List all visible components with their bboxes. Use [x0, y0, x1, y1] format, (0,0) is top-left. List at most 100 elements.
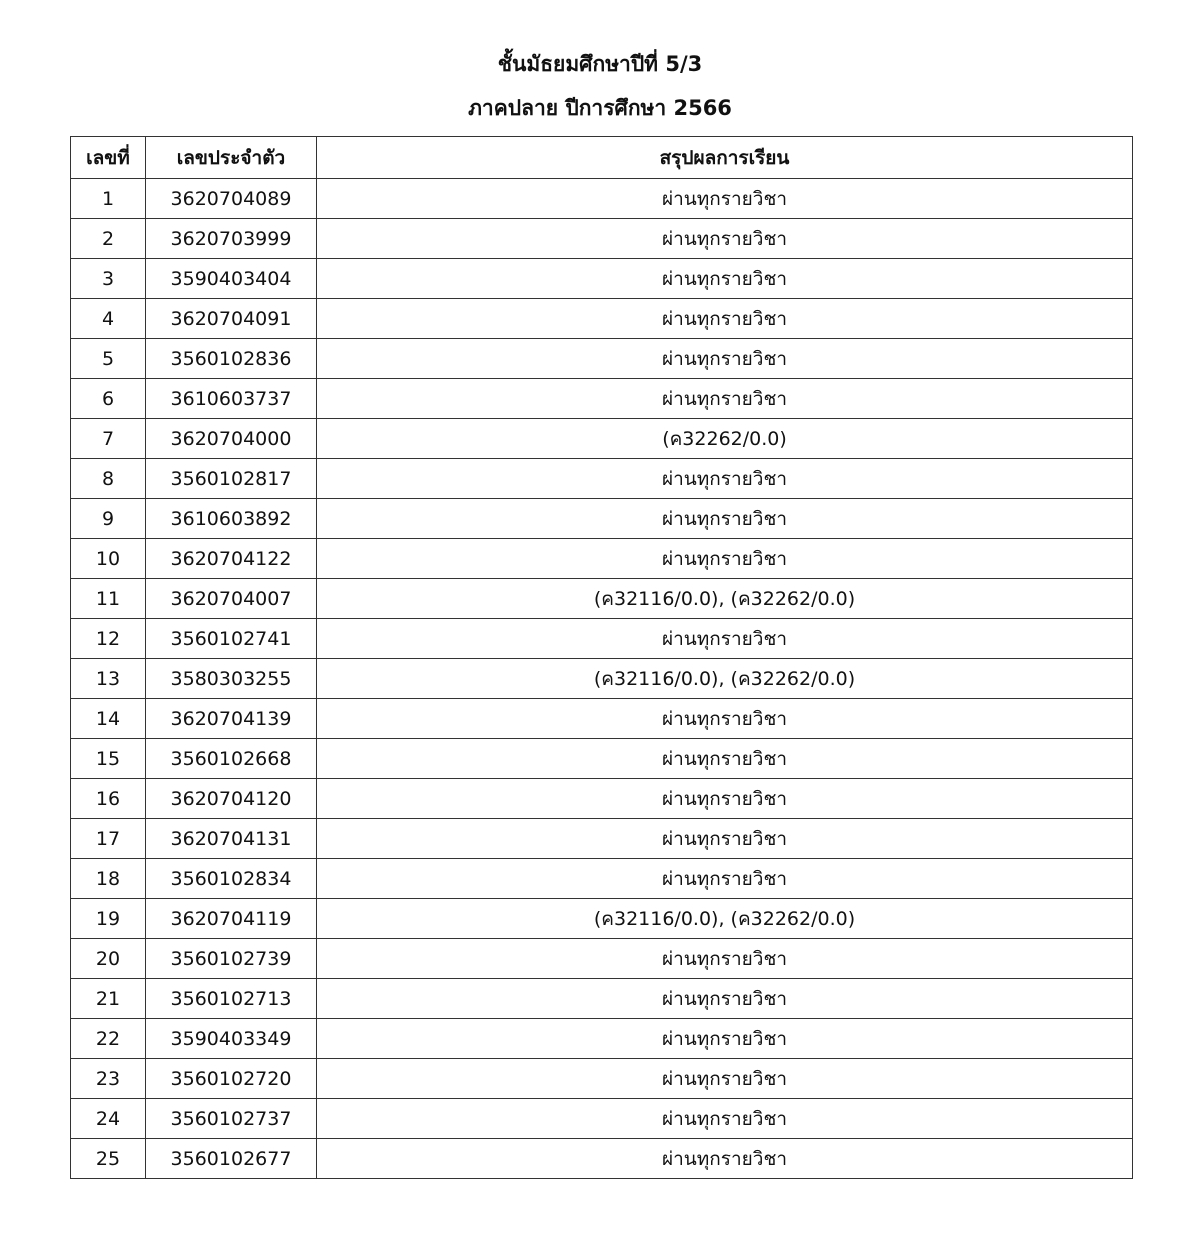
student-id: 3620704119	[145, 898, 317, 939]
table-row: 9 3610603892 ผ่านทุกรายวิชา	[70, 498, 1133, 539]
student-id: 3620704007	[145, 578, 317, 619]
result-summary: ผ่านทุกรายวิชา	[316, 618, 1133, 659]
result-summary: ผ่านทุกรายวิชา	[316, 1138, 1133, 1179]
result-summary: ผ่านทุกรายวิชา	[316, 938, 1133, 979]
row-number: 11	[70, 578, 146, 619]
row-number: 9	[70, 498, 146, 539]
student-id: 3620704122	[145, 538, 317, 579]
student-id: 3620703999	[145, 218, 317, 259]
row-number: 24	[70, 1098, 146, 1139]
student-id: 3620704091	[145, 298, 317, 339]
table-row: 24 3560102737 ผ่านทุกรายวิชา	[70, 1098, 1133, 1139]
student-id: 3610603892	[145, 498, 317, 539]
header-student-id: เลขประจำตัว	[145, 136, 317, 179]
result-summary: (ค32262/0.0)	[316, 418, 1133, 459]
table-row: 10 3620704122 ผ่านทุกรายวิชา	[70, 538, 1133, 579]
result-summary: ผ่านทุกรายวิชา	[316, 538, 1133, 579]
table-row: 16 3620704120 ผ่านทุกรายวิชา	[70, 778, 1133, 819]
result-summary: ผ่านทุกรายวิชา	[316, 818, 1133, 859]
result-summary: ผ่านทุกรายวิชา	[316, 698, 1133, 739]
table-row: 22 3590403349 ผ่านทุกรายวิชา	[70, 1018, 1133, 1059]
table-row: 21 3560102713 ผ่านทุกรายวิชา	[70, 978, 1133, 1019]
result-summary: ผ่านทุกรายวิชา	[316, 218, 1133, 259]
row-number: 7	[70, 418, 146, 459]
result-summary: ผ่านทุกรายวิชา	[316, 978, 1133, 1019]
row-number: 19	[70, 898, 146, 939]
table-row: 20 3560102739 ผ่านทุกรายวิชา	[70, 938, 1133, 979]
result-summary: ผ่านทุกรายวิชา	[316, 458, 1133, 499]
student-id: 3560102836	[145, 338, 317, 379]
student-id: 3620704139	[145, 698, 317, 739]
table-row: 19 3620704119 (ค32116/0.0), (ค32262/0.0)	[70, 898, 1133, 939]
student-id: 3560102668	[145, 738, 317, 779]
student-id: 3610603737	[145, 378, 317, 419]
student-id: 3560102737	[145, 1098, 317, 1139]
result-summary: ผ่านทุกรายวิชา	[316, 858, 1133, 899]
row-number: 25	[70, 1138, 146, 1179]
row-number: 13	[70, 658, 146, 699]
table-row: 8 3560102817 ผ่านทุกรายวิชา	[70, 458, 1133, 499]
row-number: 20	[70, 938, 146, 979]
student-id: 3560102713	[145, 978, 317, 1019]
results-table: เลขที่ เลขประจำตัว สรุปผลการเรียน 1 36207…	[70, 136, 1133, 1179]
student-id: 3620704120	[145, 778, 317, 819]
result-summary: ผ่านทุกรายวิชา	[316, 498, 1133, 539]
table-row: 23 3560102720 ผ่านทุกรายวิชา	[70, 1058, 1133, 1099]
row-number: 6	[70, 378, 146, 419]
student-id: 3620704000	[145, 418, 317, 459]
student-id: 3560102677	[145, 1138, 317, 1179]
student-id: 3560102739	[145, 938, 317, 979]
row-number: 14	[70, 698, 146, 739]
student-id: 3590403349	[145, 1018, 317, 1059]
table-row: 11 3620704007 (ค32116/0.0), (ค32262/0.0)	[70, 578, 1133, 619]
table-row: 13 3580303255 (ค32116/0.0), (ค32262/0.0)	[70, 658, 1133, 699]
table-row: 6 3610603737 ผ่านทุกรายวิชา	[70, 378, 1133, 419]
table-header-row: เลขที่ เลขประจำตัว สรุปผลการเรียน	[70, 136, 1133, 179]
result-summary: ผ่านทุกรายวิชา	[316, 298, 1133, 339]
table-row: 2 3620703999 ผ่านทุกรายวิชา	[70, 218, 1133, 259]
student-id: 3620704089	[145, 178, 317, 219]
row-number: 5	[70, 338, 146, 379]
student-id: 3560102741	[145, 618, 317, 659]
table-row: 7 3620704000 (ค32262/0.0)	[70, 418, 1133, 459]
row-number: 17	[70, 818, 146, 859]
table-row: 25 3560102677 ผ่านทุกรายวิชา	[70, 1138, 1133, 1179]
row-number: 15	[70, 738, 146, 779]
table-row: 3 3590403404 ผ่านทุกรายวิชา	[70, 258, 1133, 299]
student-id: 3590403404	[145, 258, 317, 299]
result-summary: ผ่านทุกรายวิชา	[316, 738, 1133, 779]
header-result-summary: สรุปผลการเรียน	[316, 136, 1133, 179]
result-summary: ผ่านทุกรายวิชา	[316, 338, 1133, 379]
result-summary: ผ่านทุกรายวิชา	[316, 378, 1133, 419]
row-number: 2	[70, 218, 146, 259]
result-summary: ผ่านทุกรายวิชา	[316, 258, 1133, 299]
table-row: 18 3560102834 ผ่านทุกรายวิชา	[70, 858, 1133, 899]
row-number: 18	[70, 858, 146, 899]
table-row: 4 3620704091 ผ่านทุกรายวิชา	[70, 298, 1133, 339]
student-id: 3580303255	[145, 658, 317, 699]
document-title: ชั้นมัธยมศึกษาปีที่ 5/3	[497, 52, 703, 76]
row-number: 22	[70, 1018, 146, 1059]
table-row: 5 3560102836 ผ่านทุกรายวิชา	[70, 338, 1133, 379]
table-row: 15 3560102668 ผ่านทุกรายวิชา	[70, 738, 1133, 779]
student-id: 3620704131	[145, 818, 317, 859]
row-number: 16	[70, 778, 146, 819]
result-summary: (ค32116/0.0), (ค32262/0.0)	[316, 578, 1133, 619]
result-summary: ผ่านทุกรายวิชา	[316, 178, 1133, 219]
row-number: 1	[70, 178, 146, 219]
student-id: 3560102834	[145, 858, 317, 899]
document-subtitle: ภาคปลาย ปีการศึกษา 2566	[468, 96, 732, 120]
result-summary: (ค32116/0.0), (ค32262/0.0)	[316, 898, 1133, 939]
student-id: 3560102817	[145, 458, 317, 499]
row-number: 10	[70, 538, 146, 579]
table-row: 17 3620704131 ผ่านทุกรายวิชา	[70, 818, 1133, 859]
table-row: 12 3560102741 ผ่านทุกรายวิชา	[70, 618, 1133, 659]
header-number: เลขที่	[70, 136, 146, 179]
result-summary: ผ่านทุกรายวิชา	[316, 1058, 1133, 1099]
result-summary: ผ่านทุกรายวิชา	[316, 1098, 1133, 1139]
table-row: 1 3620704089 ผ่านทุกรายวิชา	[70, 178, 1133, 219]
result-summary: ผ่านทุกรายวิชา	[316, 778, 1133, 819]
result-summary: (ค32116/0.0), (ค32262/0.0)	[316, 658, 1133, 699]
row-number: 23	[70, 1058, 146, 1099]
row-number: 8	[70, 458, 146, 499]
